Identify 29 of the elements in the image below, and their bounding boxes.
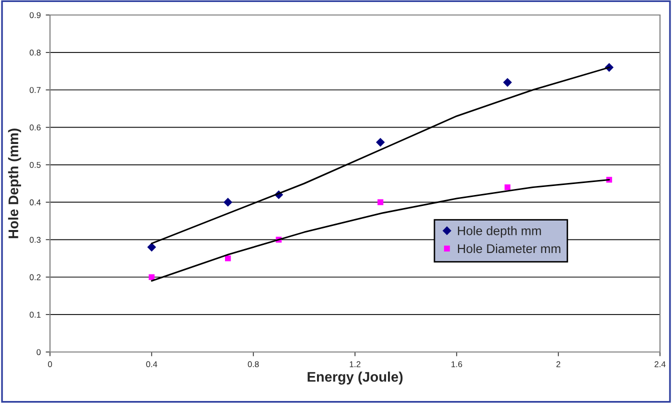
x-tick-label: 1.6 — [452, 361, 462, 368]
x-tick-label: 1.2 — [350, 361, 360, 368]
legend-label: Hole Diameter mm — [458, 244, 560, 254]
point — [376, 138, 385, 146]
y-tick-label: 0.7 — [30, 87, 41, 93]
point — [225, 255, 231, 262]
x-tick-label: 0.8 — [248, 361, 259, 368]
point — [148, 243, 156, 252]
x-axis-title: Energy (Joule) — [308, 372, 403, 385]
y-tick-label: 0.4 — [30, 199, 41, 206]
y-tick-label: 0.5 — [30, 162, 41, 168]
x-tick-label: 0 — [48, 361, 52, 368]
point — [504, 184, 510, 190]
point — [378, 199, 384, 206]
x-tick-label: 2 — [556, 361, 560, 368]
x-tick-label: 2.4 — [654, 361, 666, 368]
y-tick-label: 0.1 — [30, 312, 41, 318]
x-tick-label: 0.4 — [146, 361, 158, 368]
legend-label: Hole depth mm — [458, 226, 541, 238]
point — [224, 198, 232, 206]
y-tick-label: 0.2 — [30, 274, 41, 280]
y-tick-label: 0.6 — [30, 124, 41, 130]
y-tick-label: 0.8 — [30, 50, 41, 56]
point — [503, 78, 512, 87]
point — [148, 274, 155, 280]
y-tick-label: 0.9 — [30, 12, 41, 18]
y-tick-label: 0 — [36, 349, 41, 356]
y-axis-title: Hole Depth (mm) — [8, 128, 22, 238]
y-tick-label: 0.3 — [30, 236, 41, 243]
